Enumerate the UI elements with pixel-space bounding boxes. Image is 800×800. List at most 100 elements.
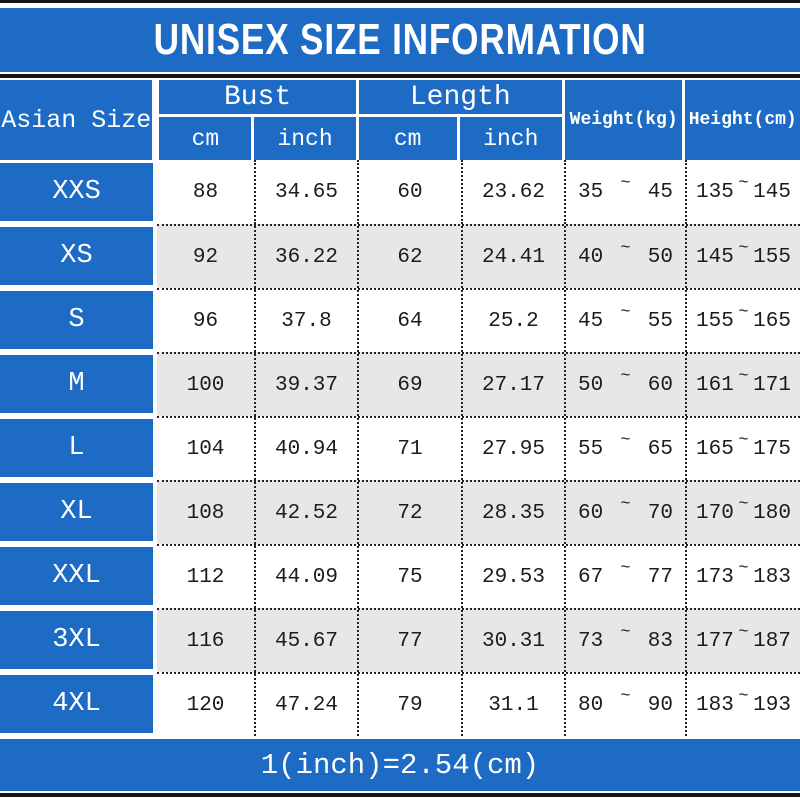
- length-cm-cell: 79: [357, 674, 461, 736]
- col-header-length-cm: cm: [358, 117, 460, 160]
- length-cm-cell: 77: [357, 610, 461, 672]
- height-range-cell: 177 ~187: [685, 610, 800, 672]
- range-min-value: 67: [578, 565, 604, 589]
- page-title: UNISEX SIZE INFORMATION: [153, 15, 647, 64]
- tilde-separator: ~: [620, 173, 631, 193]
- weight-range-cell: 50 ~60: [564, 354, 685, 416]
- col-group-bust: Bust cm inch: [159, 80, 356, 160]
- length-cm-cell: 75: [357, 546, 461, 608]
- size-label: 3XL: [0, 611, 153, 669]
- col-header-length-inch: inch: [459, 117, 562, 160]
- conversion-note: 1(inch)=2.54(cm): [260, 748, 540, 782]
- range-min-value: 35: [578, 180, 604, 204]
- col-header-bust-cm: cm: [159, 117, 255, 160]
- tilde-separator: ~: [738, 558, 749, 578]
- tilde-separator: ~: [620, 686, 631, 706]
- range-min-value: 45: [578, 309, 604, 333]
- range-max-value: 70: [647, 501, 673, 525]
- col-header-bust-inch: inch: [254, 117, 356, 160]
- range-min-value: 80: [578, 693, 604, 717]
- bust-inch-cell: 40.94: [254, 418, 357, 480]
- size-label: XXS: [0, 163, 153, 221]
- tilde-separator: ~: [620, 302, 631, 322]
- table-body: XXS 88 34.65 60 23.62 35 ~45 135 ~145 XS 92 36.22 62…: [0, 160, 800, 736]
- bust-inch-cell: 36.22: [254, 226, 357, 288]
- range-min-value: 161: [696, 373, 734, 397]
- weight-range-cell: 60 ~70: [564, 482, 685, 544]
- bust-cm-cell: 100: [186, 373, 225, 397]
- height-range-cell: 161 ~171: [685, 354, 800, 416]
- length-cm-cell: 72: [357, 482, 461, 544]
- bust-cm-cell: 120: [186, 693, 225, 717]
- tilde-separator: ~: [738, 366, 749, 386]
- height-range-cell: 183 ~193: [685, 674, 800, 736]
- range-min-value: 177: [696, 629, 734, 653]
- range-max-value: 180: [753, 501, 791, 525]
- table-row: XL 108 42.52 72 28.35 60 ~70 170 ~180: [0, 480, 800, 544]
- length-inch-cell: 27.95: [461, 418, 564, 480]
- length-inch-cell: 29.53: [461, 546, 564, 608]
- table-row: 4XL 120 47.24 79 31.1 80 ~90 183 ~193: [0, 672, 800, 736]
- bust-cm-cell: 116: [186, 629, 225, 653]
- range-min-value: 165: [696, 437, 734, 461]
- bust-inch-cell: 39.37: [254, 354, 357, 416]
- table-row: 3XL 116 45.67 77 30.31 73 ~83 177 ~187: [0, 608, 800, 672]
- range-max-value: 65: [647, 437, 673, 461]
- row-data-cells: 104 40.94 71 27.95 55 ~65 165 ~175: [157, 416, 800, 480]
- col-header-weight: Weight(kg): [564, 80, 683, 160]
- bust-inch-cell: 42.52: [254, 482, 357, 544]
- size-label: XS: [0, 227, 153, 285]
- range-min-value: 73: [578, 629, 604, 653]
- bust-cm-cell: 104: [186, 437, 225, 461]
- row-data-cells: 92 36.22 62 24.41 40 ~50 145 ~155: [157, 224, 800, 288]
- row-data-cells: 100 39.37 69 27.17 50 ~60 161 ~171: [157, 352, 800, 416]
- bust-inch-cell: 45.67: [254, 610, 357, 672]
- range-max-value: 45: [647, 180, 673, 204]
- weight-range-cell: 80 ~90: [564, 674, 685, 736]
- col-group-length-label: Length: [358, 80, 562, 117]
- col-header-height: Height(cm): [685, 80, 800, 160]
- bust-inch-cell: 44.09: [254, 546, 357, 608]
- bust-cm-cell: 112: [186, 565, 225, 589]
- weight-range-cell: 35 ~45: [564, 160, 685, 224]
- row-data-cells: 108 42.52 72 28.35 60 ~70 170 ~180: [157, 480, 800, 544]
- top-border: [0, 0, 800, 3]
- range-max-value: 155: [753, 245, 791, 269]
- range-max-value: 187: [753, 629, 791, 653]
- tilde-separator: ~: [620, 622, 631, 642]
- range-min-value: 170: [696, 501, 734, 525]
- col-group-bust-label: Bust: [159, 80, 356, 117]
- bust-inch-cell: 34.65: [254, 160, 357, 224]
- range-max-value: 77: [647, 565, 673, 589]
- range-min-value: 173: [696, 565, 734, 589]
- table-row: XS 92 36.22 62 24.41 40 ~50 145 ~155: [0, 224, 800, 288]
- size-label: XL: [0, 483, 153, 541]
- weight-range-cell: 45 ~55: [564, 290, 685, 352]
- tilde-separator: ~: [738, 302, 749, 322]
- row-data-cells: 112 44.09 75 29.53 67 ~77 173 ~183: [157, 544, 800, 608]
- range-min-value: 55: [578, 437, 604, 461]
- height-range-cell: 135 ~145: [685, 160, 800, 224]
- table-header: Asian Size Bust cm inch Length cm inch W…: [0, 80, 800, 160]
- tilde-separator: ~: [620, 238, 631, 258]
- range-max-value: 50: [647, 245, 673, 269]
- range-max-value: 55: [647, 309, 673, 333]
- length-cm-cell: 62: [357, 226, 461, 288]
- tilde-separator: ~: [738, 430, 749, 450]
- tilde-separator: ~: [620, 494, 631, 514]
- tilde-separator: ~: [738, 686, 749, 706]
- bottom-border: [0, 793, 800, 797]
- bust-cm-cell: 108: [186, 501, 225, 525]
- bust-cm-cell: 96: [192, 309, 219, 333]
- height-range-cell: 170 ~180: [685, 482, 800, 544]
- range-min-value: 155: [696, 309, 734, 333]
- height-range-cell: 155 ~165: [685, 290, 800, 352]
- bust-cm-cell: 88: [192, 180, 219, 204]
- range-max-value: 183: [753, 565, 791, 589]
- weight-range-cell: 73 ~83: [564, 610, 685, 672]
- col-group-length: Length cm inch: [358, 80, 562, 160]
- length-inch-cell: 25.2: [461, 290, 564, 352]
- size-label: XXL: [0, 547, 153, 605]
- length-inch-cell: 23.62: [461, 160, 564, 224]
- range-max-value: 171: [753, 373, 791, 397]
